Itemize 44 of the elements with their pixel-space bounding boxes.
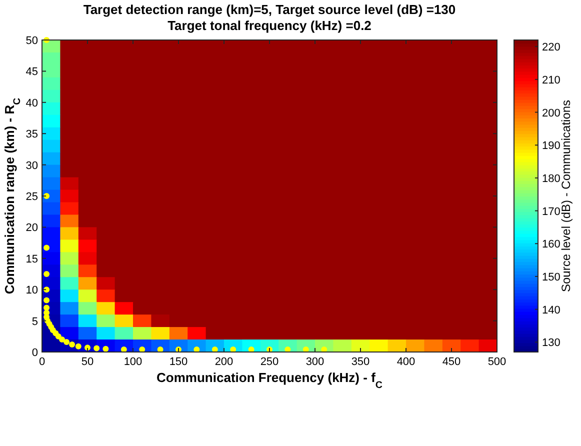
x-tick-label: 300 — [306, 356, 324, 368]
y-tick-label: 5 — [32, 316, 38, 328]
y-tick-label: 15 — [26, 253, 38, 266]
color-bar-label: 130 — [542, 337, 560, 350]
y-tick-label: 35 — [26, 128, 38, 141]
point — [75, 343, 82, 350]
chart-subtitle: Target tonal frequency (kHz) =0.2 — [168, 18, 372, 33]
point — [44, 304, 50, 311]
point — [44, 297, 50, 304]
color-bar-title: Source level (dB) - Communications — [559, 100, 573, 292]
chart-title: Target detection range (km)=5, Target source level (dB) =130 — [83, 2, 456, 17]
x-tick-label: 350 — [351, 356, 370, 368]
x-tick-label: 50 — [81, 356, 94, 368]
point — [59, 336, 66, 343]
point — [44, 244, 50, 251]
x-tick-label: 450 — [442, 356, 461, 368]
y-tick-label: 40 — [26, 97, 38, 110]
y-tick-label: 20 — [26, 222, 38, 234]
y-tick-label: 30 — [26, 160, 38, 172]
x-tick-label: 400 — [396, 356, 416, 368]
x-axis-title: Communication Frequency (kHz) - f$_{C}$ — [156, 370, 382, 390]
point — [94, 345, 100, 352]
point — [44, 193, 50, 199]
x-tick-label: 200 — [214, 356, 234, 368]
y-tick-label: 25 — [26, 191, 38, 203]
color-bar-label: 190 — [542, 140, 560, 152]
x-tick-label: 500 — [488, 356, 506, 368]
color-bar-label: 160 — [542, 238, 560, 251]
point — [44, 271, 50, 277]
y-tick-label: 10 — [26, 284, 38, 297]
color-bar-label: 220 — [542, 42, 560, 54]
color-bar-label: 140 — [542, 304, 560, 316]
y-tick-label: 0 — [32, 347, 38, 359]
point — [44, 286, 50, 293]
color-bar-label: 180 — [542, 172, 560, 185]
y-tick-label: 50 — [26, 35, 38, 47]
color-bar-label: 150 — [542, 271, 560, 284]
x-tick-label: 150 — [169, 356, 188, 368]
color-bar-label: 170 — [542, 206, 560, 218]
x-tick-label: 100 — [124, 356, 142, 368]
color-bar-label: 210 — [542, 74, 560, 86]
x-tick-label: 250 — [260, 356, 279, 368]
color-bar-label: 200 — [542, 107, 560, 120]
y-tick-label: 45 — [26, 66, 38, 78]
